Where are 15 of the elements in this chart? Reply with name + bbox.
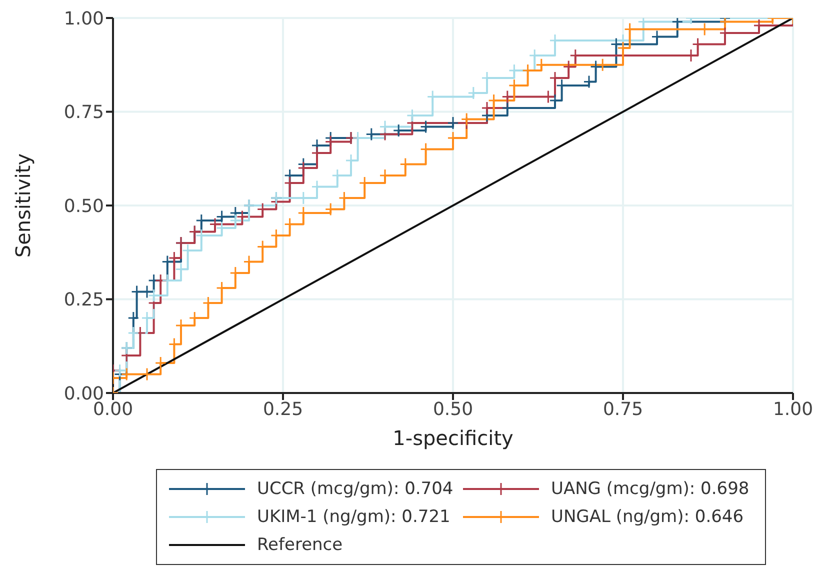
x-tick-label: 0.25 — [262, 398, 304, 420]
y-axis-title: Sensitivity — [11, 153, 36, 258]
x-tick-label: 0.75 — [602, 398, 644, 420]
legend-label: UANG (mcg/gm): 0.698 — [551, 479, 750, 499]
legend-label: UCCR (mcg/gm): 0.704 — [257, 479, 454, 499]
x-axis-title: 1-specificity — [392, 426, 514, 450]
y-tick-label: 0.25 — [64, 290, 104, 311]
legend-label: Reference — [257, 535, 343, 555]
legend-label: UKIM-1 (ng/gm): 0.721 — [257, 507, 450, 527]
y-tick-label: 0.50 — [64, 196, 104, 217]
x-tick-label: 1.00 — [772, 398, 814, 420]
legend-label: UNGAL (ng/gm): 0.646 — [551, 507, 744, 527]
y-tick-label: 1.00 — [64, 8, 104, 30]
y-tick-label: 0.75 — [64, 102, 104, 124]
x-tick-label: 0.50 — [432, 398, 474, 420]
